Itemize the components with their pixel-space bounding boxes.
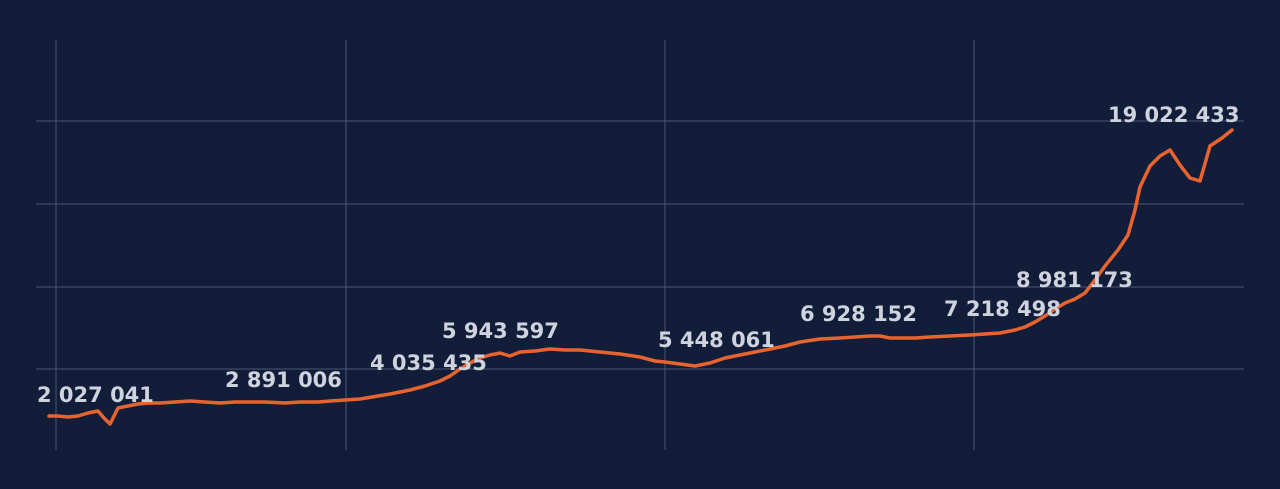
data-label-3: 4 035 435 bbox=[370, 351, 487, 375]
series-line bbox=[47, 128, 1234, 426]
data-label-7: 7 218 498 bbox=[944, 297, 1061, 321]
data-label-8: 8 981 173 bbox=[1016, 268, 1133, 292]
data-label-6: 6 928 152 bbox=[800, 302, 917, 326]
grid bbox=[36, 40, 1244, 450]
data-label-4: 5 943 597 bbox=[442, 319, 559, 343]
data-label-1: 2 027 041 bbox=[37, 383, 154, 407]
data-label-2: 2 891 006 bbox=[225, 368, 342, 392]
data-label-5: 5 448 061 bbox=[658, 328, 775, 352]
data-labels: 2 027 041 2 891 006 4 035 435 5 943 597 … bbox=[37, 103, 1240, 407]
data-label-9: 19 022 433 bbox=[1108, 103, 1240, 127]
